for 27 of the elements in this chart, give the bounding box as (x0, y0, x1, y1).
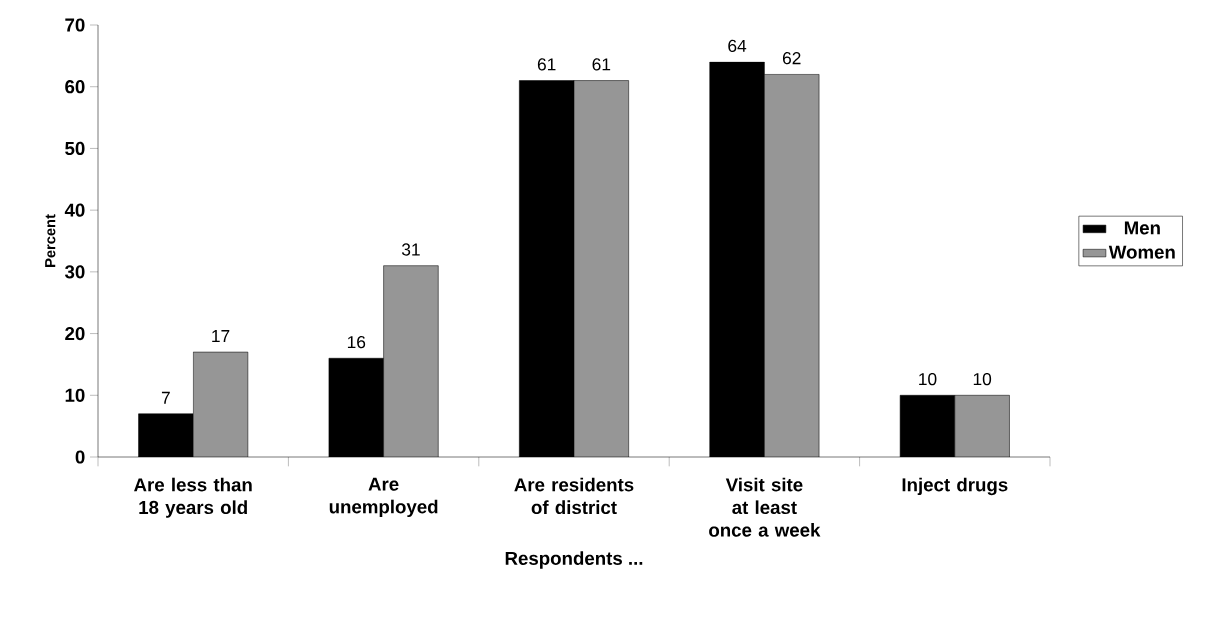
y-tick-label: 50 (65, 141, 85, 156)
x-tick-label: Visit site at least once a week (709, 477, 821, 537)
data-label: 17 (212, 330, 230, 343)
legend-label: Men (1124, 221, 1160, 235)
y-tick-label: 40 (64, 203, 85, 217)
data-label: 61 (592, 58, 611, 71)
data-label: 7 (161, 391, 170, 404)
data-label: 16 (347, 335, 366, 349)
x-tick-label: Are less than 18 years old (134, 477, 252, 518)
legend-label: Women (1108, 245, 1175, 259)
y-axis-title: Percent (45, 214, 56, 267)
data-label: 62 (782, 52, 801, 65)
data-label: 10 (973, 372, 992, 386)
y-tick-label: 60 (65, 80, 85, 94)
y-tick-label: 30 (64, 265, 85, 279)
data-label: 31 (401, 243, 420, 256)
x-axis-title: Respondents ... (505, 551, 643, 569)
x-tick-label: Inject drugs (902, 477, 1008, 496)
data-label: 61 (537, 58, 556, 71)
data-label: 10 (919, 372, 937, 386)
y-tick-label: 70 (65, 18, 85, 32)
y-tick-label: 10 (65, 388, 85, 402)
y-tick-label: 20 (65, 326, 85, 341)
x-tick-label: Are unemployed (329, 477, 438, 518)
y-tick-label: 0 (75, 450, 85, 464)
data-label: 64 (728, 39, 747, 52)
x-tick-label: Are residents of district (514, 477, 634, 515)
